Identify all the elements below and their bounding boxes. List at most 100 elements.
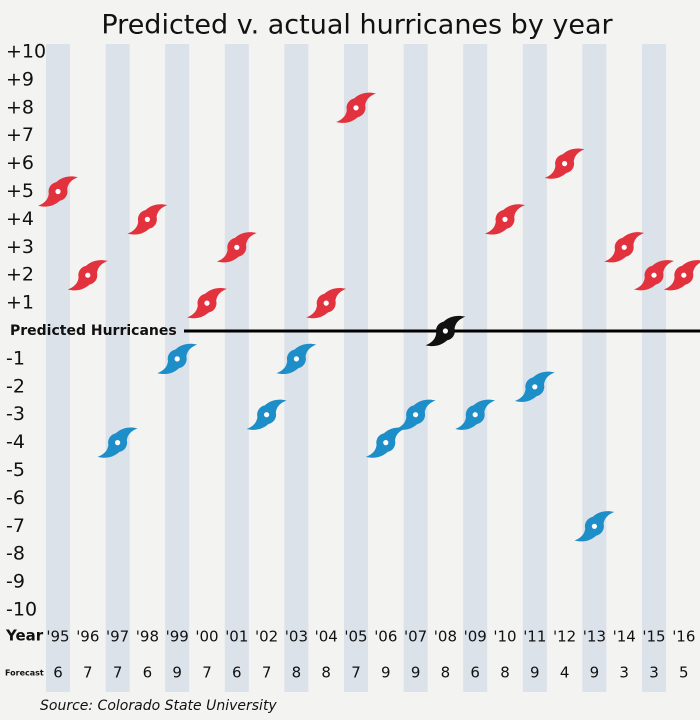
- x-tick-label: '13: [583, 628, 606, 646]
- x-tick-label: '09: [464, 628, 487, 646]
- x-tick-label: '00: [195, 628, 218, 646]
- y-tick-label: -8: [6, 543, 25, 565]
- forecast-value: 8: [321, 664, 331, 682]
- hurricane-eye: [234, 244, 240, 250]
- hurricane-eye: [85, 272, 91, 278]
- y-tick-label: -9: [6, 571, 25, 593]
- category-label: Year: [5, 627, 44, 645]
- x-tick-label: '96: [76, 628, 99, 646]
- forecast-value: 7: [262, 664, 272, 682]
- forecast-value: 6: [470, 664, 480, 682]
- forecast-value: 7: [113, 664, 123, 682]
- hurricane-eye: [353, 105, 359, 111]
- y-tick-label: +4: [6, 208, 34, 230]
- x-tick-label: '95: [46, 628, 69, 646]
- x-tick-label: '99: [166, 628, 189, 646]
- column-stripe: [522, 44, 547, 692]
- y-tick-label: -4: [6, 431, 25, 453]
- x-tick-label: '14: [613, 628, 636, 646]
- y-tick-label: +7: [6, 124, 34, 146]
- y-tick-label: +1: [6, 292, 34, 314]
- y-tick-label: +10: [6, 41, 46, 63]
- hurricane-eye: [413, 412, 419, 418]
- x-tick-label: '16: [672, 628, 695, 646]
- hurricane-eye: [323, 300, 329, 306]
- forecast-value: 8: [441, 664, 451, 682]
- hurricane-eye: [681, 272, 687, 278]
- hurricane-eye: [562, 161, 568, 167]
- y-tick-label: +5: [6, 180, 34, 202]
- forecast-value: 3: [619, 664, 629, 682]
- x-tick-label: '07: [404, 628, 427, 646]
- column-stripe: [105, 44, 130, 692]
- column-stripe: [46, 44, 70, 692]
- forecast-value: 9: [590, 664, 600, 682]
- y-tick-label: +6: [6, 152, 34, 174]
- hurricane-eye: [502, 216, 508, 222]
- source: Source: Colorado State University: [40, 698, 277, 714]
- hurricane-eye: [383, 440, 389, 446]
- chart-title: Predicted v. actual hurricanes by year: [101, 10, 613, 41]
- x-tick-label: '98: [136, 628, 159, 646]
- forecast-value: 6: [232, 664, 242, 682]
- x-tick-label: '11: [523, 628, 546, 646]
- x-tick-label: '97: [106, 628, 129, 646]
- hurricane-eye: [204, 300, 210, 306]
- forecast-value: 9: [172, 664, 182, 682]
- y-tick-label: -6: [6, 487, 25, 509]
- y-tick-label: -5: [6, 459, 25, 481]
- y-tick-label: +2: [6, 264, 34, 286]
- forecast-value: 6: [143, 664, 153, 682]
- x-tick-label: '05: [344, 628, 367, 646]
- x-tick-label: '06: [374, 628, 397, 646]
- hurricane-eye: [144, 216, 150, 222]
- hurricane-eye: [591, 523, 598, 529]
- column-stripe: [642, 44, 666, 692]
- forecast-value: 9: [411, 664, 421, 682]
- y-tick-label: +3: [6, 236, 34, 258]
- column-stripe: [344, 44, 368, 692]
- forecast-value: 7: [351, 664, 361, 682]
- hurricane-eye: [55, 188, 61, 195]
- y-tick-label: -10: [6, 599, 37, 621]
- forecast-value: 9: [530, 664, 540, 682]
- forecast-value: 3: [649, 664, 659, 682]
- hurricane-eye: [621, 244, 627, 250]
- y-tick-label: -2: [6, 375, 25, 397]
- forecast-value: 5: [679, 664, 689, 682]
- column-stripe: [403, 44, 428, 692]
- x-tick-label: '08: [434, 628, 457, 646]
- y-tick-label: -1: [6, 347, 25, 369]
- forecast-value: 4: [560, 664, 570, 682]
- y-tick-label: +8: [6, 96, 34, 118]
- column-stripe: [224, 44, 249, 692]
- forecast-label: Forecast: [5, 669, 44, 678]
- x-tick-label: '12: [553, 628, 576, 646]
- stripes: [46, 44, 666, 692]
- x-tick-label: '02: [255, 628, 278, 646]
- x-tick-label: '03: [285, 628, 308, 646]
- hurricane-eye: [293, 356, 299, 362]
- forecast-value: 9: [381, 664, 391, 682]
- forecast-value: 8: [500, 664, 510, 682]
- forecast-value: 7: [202, 664, 212, 682]
- hurricane-eye: [264, 412, 270, 418]
- column-stripe: [463, 44, 488, 692]
- forecast-value: 7: [83, 664, 93, 682]
- hurricane-eye: [532, 384, 538, 390]
- x-tick-label: '15: [642, 628, 665, 646]
- x-tick-label: '10: [493, 628, 516, 646]
- y-tick-label: +9: [6, 68, 34, 90]
- y-tick-label: -3: [6, 403, 25, 425]
- y-tick-label: -7: [6, 515, 25, 537]
- y-tick-label: Predicted Hurricanes: [10, 323, 177, 339]
- hurricane-eye: [442, 328, 448, 334]
- column-stripe: [582, 44, 607, 692]
- hurricane-eye: [115, 440, 121, 446]
- forecast-value: 8: [292, 664, 302, 682]
- hurricane-eye: [174, 356, 180, 362]
- forecast-value: 6: [53, 664, 63, 682]
- x-tick-label: '01: [225, 628, 248, 646]
- hurricane-eye: [472, 412, 478, 418]
